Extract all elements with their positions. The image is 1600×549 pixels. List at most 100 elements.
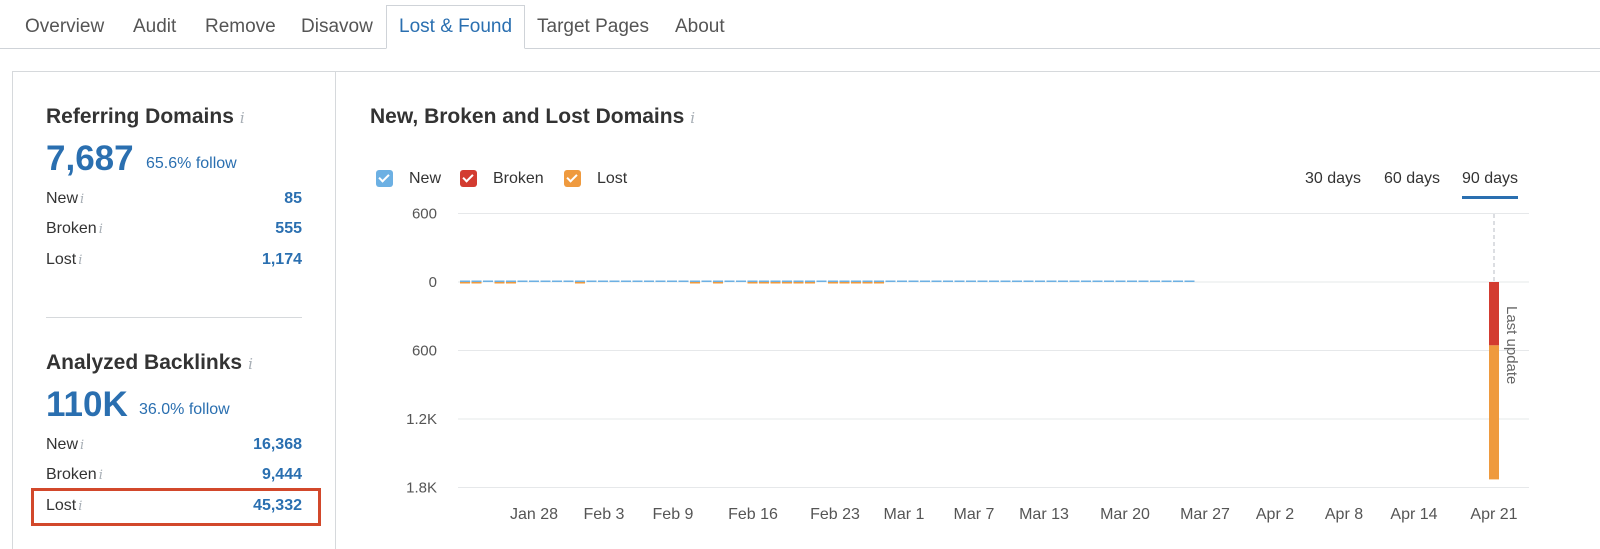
lost-bar xyxy=(460,282,470,284)
checkbox-icon[interactable] xyxy=(564,170,581,187)
x-tick-label: Mar 7 xyxy=(954,506,995,523)
new-bar xyxy=(667,280,677,282)
new-bar xyxy=(1184,280,1195,282)
x-tick-label: Apr 21 xyxy=(1470,506,1517,523)
new-bar xyxy=(1127,280,1137,282)
last-update-label: Last update xyxy=(1503,306,1520,384)
chart-title: New, Broken and Lost Domains i xyxy=(370,105,696,128)
last-update-lost-bar xyxy=(1489,345,1499,480)
new-bar xyxy=(678,280,689,282)
x-tick-label: Apr 2 xyxy=(1256,506,1294,523)
new-bar xyxy=(770,280,781,282)
referring-domains-new-value[interactable]: 85 xyxy=(284,190,302,207)
referring-domains-broken-value[interactable]: 555 xyxy=(275,220,302,237)
lost-bar xyxy=(782,282,792,284)
new-bar xyxy=(506,280,516,282)
new-bar xyxy=(828,280,838,282)
tab-overview[interactable]: Overview xyxy=(25,16,105,37)
x-tick-label: Feb 3 xyxy=(584,506,625,523)
range-90-days[interactable]: 90 days xyxy=(1462,170,1519,199)
new-bar xyxy=(920,280,930,282)
new-bar xyxy=(747,280,758,282)
new-bar xyxy=(517,280,528,282)
analyzed-backlinks-new-row: New i 16,368 xyxy=(46,434,302,458)
lost-bar xyxy=(713,282,723,284)
range-30-days[interactable]: 30 days xyxy=(1305,170,1362,187)
analyzed-backlinks-broken-value[interactable]: 9,444 xyxy=(261,466,302,483)
new-bar xyxy=(701,280,712,282)
lost-bar xyxy=(690,282,700,284)
row-label: New i xyxy=(46,436,85,453)
new-bar xyxy=(713,280,723,282)
new-bar xyxy=(897,280,907,282)
info-icon[interactable]: i xyxy=(78,253,83,268)
info-icon[interactable]: i xyxy=(98,468,103,483)
referring-domains-total: 7,687 xyxy=(46,139,134,178)
new-bar xyxy=(1035,280,1045,282)
x-tick-label: Feb 16 xyxy=(728,506,778,523)
new-bar xyxy=(943,280,953,282)
row-label: New i xyxy=(46,190,85,207)
new-bar xyxy=(1104,280,1114,282)
new-bar xyxy=(1092,280,1103,282)
info-icon[interactable]: i xyxy=(248,355,253,373)
new-bar xyxy=(839,280,850,282)
y-tick-label: 0 xyxy=(429,274,437,291)
new-bar xyxy=(977,280,988,282)
new-bar xyxy=(1069,280,1080,282)
new-bar xyxy=(494,280,505,282)
new-bar xyxy=(989,280,999,282)
x-tick-label: Apr 8 xyxy=(1325,506,1363,523)
new-bar xyxy=(908,280,919,282)
analyzed-backlinks-lost-value[interactable]: 45,332 xyxy=(253,497,302,514)
referring-domains-follow: 65.6% follow xyxy=(146,155,237,172)
tab-target-pages[interactable]: Target Pages xyxy=(537,16,649,37)
info-icon[interactable]: i xyxy=(78,499,83,514)
referring-domains-title: Referring Domains i xyxy=(46,105,245,128)
lost-bar xyxy=(828,282,838,284)
row-label: Lost i xyxy=(46,251,83,268)
legend-label: Lost xyxy=(597,170,628,187)
new-bar xyxy=(805,280,815,282)
tab-remove[interactable]: Remove xyxy=(205,16,276,37)
new-bar xyxy=(759,280,769,282)
x-tick-label: Feb 9 xyxy=(653,506,694,523)
x-tick-label: Mar 20 xyxy=(1100,506,1150,523)
new-bar xyxy=(1173,280,1183,282)
new-bar xyxy=(874,280,884,282)
checkbox-icon[interactable] xyxy=(460,170,477,187)
info-icon[interactable]: i xyxy=(80,192,85,207)
new-bar xyxy=(552,280,562,282)
analyzed-backlinks-new-value[interactable]: 16,368 xyxy=(253,436,302,453)
lost-bar xyxy=(747,282,758,284)
tab-lost-and-found[interactable]: Lost & Found xyxy=(386,5,526,49)
new-bar xyxy=(644,280,654,282)
info-icon[interactable]: i xyxy=(80,438,85,453)
info-icon[interactable]: i xyxy=(690,109,696,127)
info-icon[interactable]: i xyxy=(98,222,103,237)
range-60-days[interactable]: 60 days xyxy=(1384,170,1441,187)
referring-domains-lost-row: Lost i 1,174 xyxy=(46,249,302,273)
new-bar xyxy=(529,280,539,282)
x-tick-label: Feb 23 xyxy=(810,506,860,523)
tab-audit[interactable]: Audit xyxy=(133,16,177,37)
analyzed-backlinks-lost-row: Lost i 45,332 xyxy=(46,495,302,519)
tab-about[interactable]: About xyxy=(675,16,725,37)
new-bar xyxy=(460,280,470,282)
lost-bar xyxy=(494,282,505,284)
info-icon[interactable]: i xyxy=(239,109,245,127)
new-bar xyxy=(851,280,861,282)
new-bar xyxy=(885,280,896,282)
new-bar xyxy=(621,280,631,282)
referring-domains-lost-value[interactable]: 1,174 xyxy=(261,251,302,268)
tab-disavow[interactable]: Disavow xyxy=(301,16,373,37)
checkbox-icon[interactable] xyxy=(376,170,393,187)
new-bar xyxy=(1012,280,1022,282)
lost-bar xyxy=(805,282,815,284)
new-bar xyxy=(954,280,965,282)
y-tick-label: 1.2K xyxy=(406,411,437,428)
new-bar xyxy=(816,280,827,282)
referring-domains-new-row: New i 85 xyxy=(46,188,302,212)
new-bar xyxy=(1081,280,1091,282)
analyzed-backlinks-broken-row: Broken i 9,444 xyxy=(46,464,302,488)
